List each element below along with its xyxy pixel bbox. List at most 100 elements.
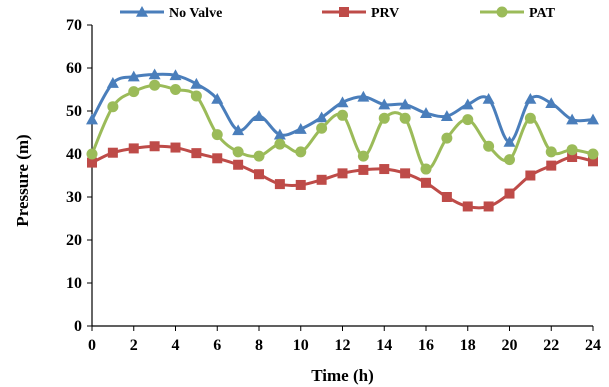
data-point-pat — [524, 112, 536, 124]
x-tick-label: 22 — [543, 337, 559, 354]
data-point-no-valve — [357, 90, 370, 102]
x-tick-label: 6 — [213, 337, 221, 354]
series-pat — [86, 79, 599, 175]
x-tick-label: 18 — [460, 337, 476, 354]
legend-label-no-valve: No Valve — [169, 6, 222, 21]
data-point-no-valve — [169, 69, 182, 81]
data-point-no-valve — [420, 107, 432, 118]
data-point-no-valve — [524, 92, 537, 104]
data-point-pat — [587, 148, 599, 160]
data-point-prv — [525, 170, 536, 181]
data-point-pat — [316, 122, 328, 134]
data-point-no-valve — [315, 111, 328, 123]
data-point-prv — [233, 159, 244, 170]
data-point-prv — [462, 201, 473, 212]
data-point-pat — [420, 163, 432, 175]
data-point-prv — [295, 179, 306, 190]
data-point-no-valve — [190, 77, 203, 89]
y-tick-label: 20 — [66, 232, 82, 249]
y-tick-label: 30 — [66, 189, 82, 206]
data-point-prv — [483, 201, 494, 212]
data-point-no-valve — [440, 110, 453, 121]
data-point-pat — [378, 112, 390, 124]
data-point-no-valve — [587, 113, 599, 125]
x-tick-label: 2 — [130, 337, 138, 354]
data-point-pat — [170, 84, 181, 95]
data-point-pat — [545, 146, 557, 158]
data-point-pat — [399, 112, 411, 124]
data-point-pat — [149, 79, 161, 91]
y-tick-label: 50 — [66, 103, 82, 120]
data-point-pat — [107, 101, 119, 113]
x-tick-label: 20 — [502, 337, 518, 354]
data-point-pat — [190, 90, 202, 102]
y-axis-title: Pressure (m) — [13, 134, 32, 226]
data-point-pat — [232, 146, 244, 158]
data-point-pat — [274, 138, 286, 150]
legend-label-pat: PAT — [529, 6, 556, 21]
data-point-pat — [566, 144, 578, 156]
data-point-no-valve — [127, 70, 140, 82]
series-prv — [87, 141, 598, 212]
data-point-no-valve — [211, 92, 224, 104]
data-point-pat — [253, 150, 265, 162]
data-point-prv — [87, 157, 97, 168]
data-point-pat — [337, 109, 348, 121]
data-point-pat — [211, 129, 223, 141]
y-tick-label: 70 — [66, 17, 82, 34]
data-point-pat — [86, 148, 98, 160]
data-point-pat — [483, 140, 495, 152]
data-point-prv — [567, 152, 578, 163]
x-tick-label: 12 — [335, 337, 351, 354]
legend-item-pat: PAT — [480, 6, 556, 21]
data-point-pat — [462, 114, 474, 126]
legend: No Valve PRV PAT — [120, 6, 556, 21]
y-tick-label: 0 — [74, 318, 82, 335]
data-point-prv — [254, 169, 264, 180]
data-point-no-valve — [336, 96, 349, 108]
legend-label-prv: PRV — [371, 6, 399, 21]
y-tick-label: 40 — [66, 146, 82, 163]
legend-marker-pat — [496, 6, 508, 18]
data-point-no-valve — [106, 77, 119, 88]
series-layer — [86, 68, 599, 212]
y-tick-label: 60 — [66, 60, 82, 77]
data-point-no-valve — [86, 113, 98, 125]
data-point-prv — [212, 153, 223, 164]
data-point-pat — [357, 150, 369, 162]
x-tick-label: 8 — [255, 337, 263, 354]
x-tick-label: 4 — [172, 337, 180, 354]
data-point-no-valve — [148, 68, 161, 80]
data-point-no-valve — [482, 92, 495, 104]
data-point-prv — [274, 179, 285, 190]
series-no-valve — [86, 68, 599, 147]
x-tick-label: 10 — [293, 337, 309, 354]
y-tick-label: 10 — [66, 275, 82, 292]
data-point-prv — [546, 160, 557, 171]
data-point-prv — [400, 168, 411, 179]
x-tick-label: 0 — [88, 337, 96, 354]
data-point-no-valve — [399, 98, 412, 110]
legend-marker-no-valve — [136, 6, 148, 17]
data-point-prv — [170, 142, 181, 153]
x-tick-label: 24 — [585, 337, 601, 354]
data-point-pat — [295, 146, 307, 158]
data-point-no-valve — [294, 123, 307, 134]
data-point-pat — [441, 132, 453, 144]
data-point-prv — [504, 188, 515, 199]
data-point-prv — [191, 148, 202, 159]
data-point-no-valve — [566, 113, 579, 125]
data-point-prv — [588, 156, 598, 167]
series-line-no-valve — [90, 72, 594, 144]
legend-item-no-valve: No Valve — [120, 6, 222, 21]
data-point-no-valve — [503, 135, 516, 147]
data-point-prv — [149, 141, 160, 152]
data-point-prv — [107, 147, 118, 158]
data-point-pat — [128, 86, 140, 98]
data-point-prv — [358, 164, 369, 175]
data-point-no-valve — [273, 128, 286, 140]
data-point-no-valve — [545, 97, 558, 109]
legend-marker-prv — [339, 7, 349, 17]
